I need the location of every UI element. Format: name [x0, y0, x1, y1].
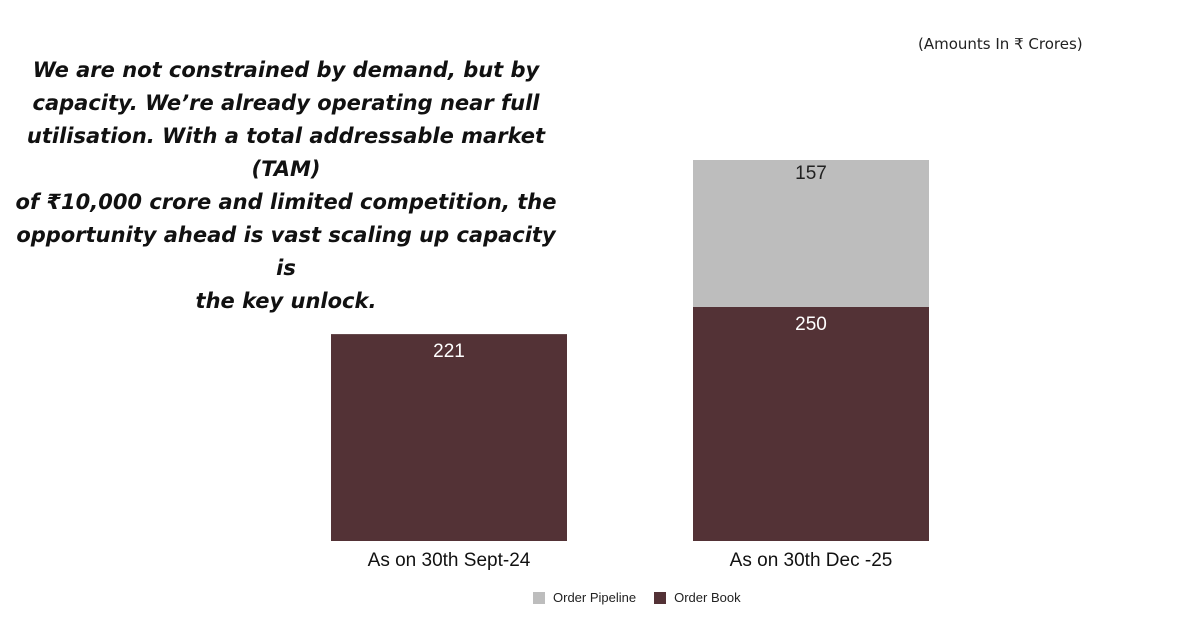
- data-label-order-book-1: 221: [433, 341, 465, 362]
- legend-item-order-book: Order Book: [654, 590, 741, 605]
- legend-item-order-pipeline: Order Pipeline: [533, 590, 636, 605]
- category-label-1: As on 30th Sept-24: [368, 550, 531, 571]
- chart-legend: Order Pipeline Order Book: [533, 590, 759, 605]
- bar-order-book-2: [693, 306, 929, 541]
- quote-line-5: opportunity ahead is vast scaling up cap…: [16, 223, 556, 280]
- quote-line-2: capacity. We’re already operating near f…: [32, 91, 540, 115]
- quote-line-6: the key unlock.: [195, 289, 377, 313]
- bar-order-book-1: [331, 334, 567, 541]
- legend-label-order-pipeline: Order Pipeline: [553, 590, 637, 605]
- legend-swatch-order-pipeline: [533, 591, 545, 604]
- legend-swatch-order-book: [654, 591, 667, 604]
- quote-line-3: utilisation. With a total addressable ma…: [26, 124, 546, 181]
- category-label-2: As on 30th Dec -25: [730, 550, 893, 571]
- quote-line-1: We are not constrained by demand, but by: [32, 58, 540, 82]
- bar-order-pipeline-2: [693, 160, 929, 307]
- quote-line-4: of ₹10,000 crore and limited competition…: [15, 190, 557, 214]
- unit-note: (Amounts In ₹ Crores): [918, 35, 1083, 53]
- data-label-order-pipeline-2: 157: [795, 163, 827, 184]
- data-label-order-book-2: 250: [795, 314, 827, 335]
- quote-text: We are not constrained by demand, but by…: [8, 54, 564, 318]
- legend-label-order-book: Order Book: [674, 590, 741, 605]
